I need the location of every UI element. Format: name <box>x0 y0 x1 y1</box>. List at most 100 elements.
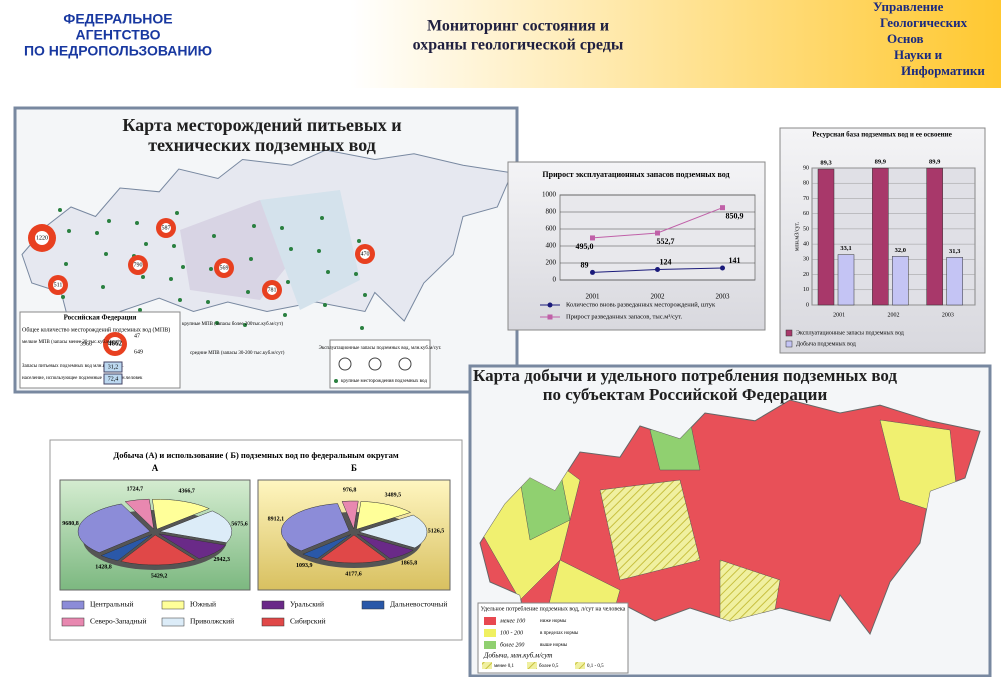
data-label: 976,8 <box>343 487 357 493</box>
legend-swatch <box>785 329 793 337</box>
deposit-dot <box>61 295 65 299</box>
charts: Прирост эксплуатационных запасов подземн… <box>61 131 976 627</box>
data-label: 89,3 <box>820 160 832 167</box>
summary-box <box>19 311 181 389</box>
pie-slice <box>356 501 412 530</box>
deposit-dot <box>360 326 364 330</box>
legend-title: Эксплуатационные запасы подземных вод, м… <box>319 346 442 351</box>
legend-label: Северо-Западный <box>90 617 146 626</box>
x-tick-label: 2002 <box>888 312 900 318</box>
level-note: выше нормы <box>540 643 568 648</box>
legend-label: Прирост разведанных запасов, тыс.м³/сут. <box>566 313 683 320</box>
pie-slice <box>341 500 359 530</box>
header-band <box>0 0 1001 88</box>
y-tick-label: 60 <box>803 211 809 217</box>
deposit-dot <box>320 216 324 220</box>
y-tick-label: 600 <box>546 225 557 233</box>
y-tick-label: 0 <box>553 276 557 284</box>
legend-box <box>329 339 431 389</box>
legend-swatch <box>161 617 185 627</box>
deposit-dot <box>144 242 148 246</box>
point <box>590 269 595 275</box>
region <box>599 479 701 581</box>
x-tick-label: 2001 <box>833 312 845 318</box>
legend-swatch <box>161 600 185 610</box>
deposit-label: 781 <box>268 287 277 293</box>
deposit-dot <box>104 252 108 256</box>
data-label: 89 <box>581 260 589 269</box>
pie-title: Б <box>351 463 357 473</box>
deposit-dot <box>101 285 105 289</box>
point <box>590 235 595 241</box>
deposit-dot <box>286 280 290 284</box>
agency: ФЕДЕРАЛЬНОЕ АГЕНТСТВО ПО НЕДРОПОЛЬЗОВАНИ… <box>24 11 212 59</box>
agency-line: АГЕНТСТВО <box>75 27 160 43</box>
deposit-dot <box>357 239 361 243</box>
legend-label: Сибирский <box>290 617 326 626</box>
legend-label: Уральский <box>290 600 324 609</box>
data-label: 33,1 <box>840 245 851 252</box>
data-label: 9680,8 <box>62 521 79 527</box>
chart-title: Прирост эксплуатационных запасов подземн… <box>542 170 729 179</box>
summary-title: Российская Федерация <box>64 314 137 322</box>
y-axis-label: млн.м3/сут. <box>794 221 800 251</box>
deposit-dot <box>58 208 62 212</box>
deposit-dot <box>181 265 185 269</box>
map2-legend: Удельное потребление подземных вод, л/су… <box>477 602 629 674</box>
y-tick-label: 40 <box>803 241 809 247</box>
pie-slice <box>152 498 210 530</box>
map1-title: Карта месторождений питьевых и <box>122 115 401 135</box>
deposit-dot <box>280 226 284 230</box>
deposit-label: 587 <box>162 225 171 231</box>
map1-title: технических подземных вод <box>148 135 376 155</box>
pie-slice <box>357 533 414 559</box>
data-label: 141 <box>729 256 741 265</box>
deposit-dot <box>252 224 256 228</box>
population-value: 72,4 <box>108 376 119 382</box>
level-note: ниже нормы <box>540 619 567 624</box>
legend-swatch <box>61 600 85 610</box>
population-box <box>103 373 123 385</box>
deposit-dot <box>363 293 367 297</box>
large-label: крупные МПВ (запасы более 200тыс.куб.м/с… <box>182 322 283 327</box>
bar <box>946 257 963 306</box>
data-label: 3489,5 <box>385 492 402 498</box>
y-tick-label: 80 <box>803 181 809 187</box>
deposit-dot <box>323 303 327 307</box>
legend-dots: крупные месторождения подземных вод <box>341 379 427 384</box>
point <box>655 230 660 236</box>
production-item: более 0,5 <box>539 664 559 669</box>
pie-slice <box>124 498 155 530</box>
large-value: 47 <box>134 333 140 339</box>
data-label: 552,7 <box>657 237 675 246</box>
y-tick-label: 200 <box>546 259 557 267</box>
y-tick-label: 30 <box>803 257 809 263</box>
deposit-dot <box>283 313 287 317</box>
y-tick-label: 400 <box>546 242 557 250</box>
department-line: Основ <box>887 31 924 46</box>
deposit-dot <box>326 270 330 274</box>
deposit-label: 569 <box>220 265 229 271</box>
y-tick-label: 10 <box>803 287 809 293</box>
point <box>655 266 660 272</box>
pie-slice <box>158 510 233 544</box>
y-tick-label: 50 <box>803 226 809 232</box>
legend-swatch <box>261 600 285 610</box>
small-value: 3966 <box>80 341 92 347</box>
pie-slice <box>158 533 227 560</box>
data-label: 89,9 <box>929 159 941 166</box>
data-label: 8912,1 <box>268 517 285 523</box>
data-label: 32,0 <box>895 247 906 254</box>
data-label: 2942,3 <box>214 557 231 563</box>
bar <box>872 167 889 306</box>
legend-swatch <box>261 617 285 627</box>
pie-slice <box>77 503 151 553</box>
level-range: более 200 <box>500 641 524 648</box>
data-label: 5126,5 <box>428 529 445 535</box>
legend-label: Количество вновь разведанных месторожден… <box>566 301 716 308</box>
deposit-label: 790 <box>134 262 143 268</box>
region-shade <box>260 190 360 310</box>
data-label: 124 <box>660 257 672 266</box>
